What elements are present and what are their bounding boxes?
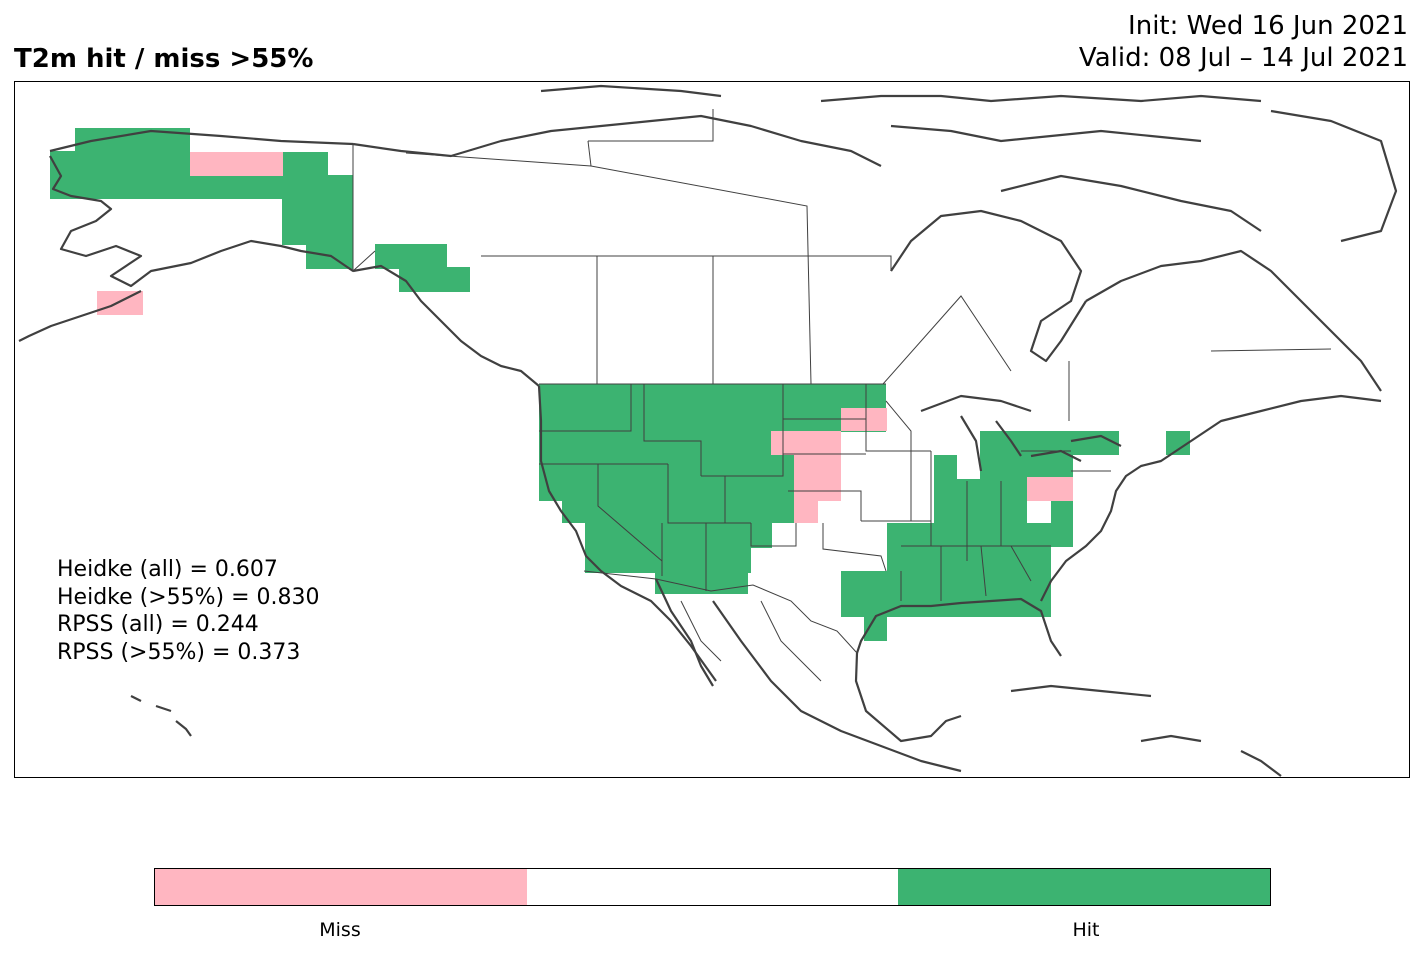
heidke-55-score: Heidke (>55%) = 0.830	[57, 584, 320, 610]
colorbar-hit-label: Hit	[1072, 919, 1100, 941]
colorbar	[154, 868, 1271, 906]
miss-cells	[97, 152, 1073, 523]
forecast-dates: Init: Wed 16 Jun 2021 Valid: 08 Jul – 14…	[1079, 10, 1408, 74]
colorbar-neutral-segment	[526, 869, 899, 905]
rpss-55-score: RPSS (>55%) = 0.373	[57, 639, 301, 665]
map-panel	[14, 81, 1410, 778]
hit-cells	[50, 128, 1190, 641]
political-borders	[352, 109, 1332, 682]
rpss-all-score: RPSS (all) = 0.244	[57, 612, 259, 637]
init-date: Init: Wed 16 Jun 2021	[1128, 11, 1408, 41]
valid-range: Valid: 08 Jul – 14 Jul 2021	[1078, 43, 1408, 73]
colorbar-miss-label: Miss	[319, 919, 361, 941]
skill-scores: Heidke (all) = 0.607 Heidke (>55%) = 0.8…	[57, 556, 320, 666]
colorbar-miss-segment	[155, 869, 527, 905]
coastlines	[18, 84, 1398, 777]
heidke-all-score: Heidke (all) = 0.607	[57, 557, 278, 582]
map-canvas	[18, 84, 1398, 777]
map-title: T2m hit / miss >55%	[14, 44, 314, 74]
colorbar-hit-segment	[898, 869, 1271, 905]
